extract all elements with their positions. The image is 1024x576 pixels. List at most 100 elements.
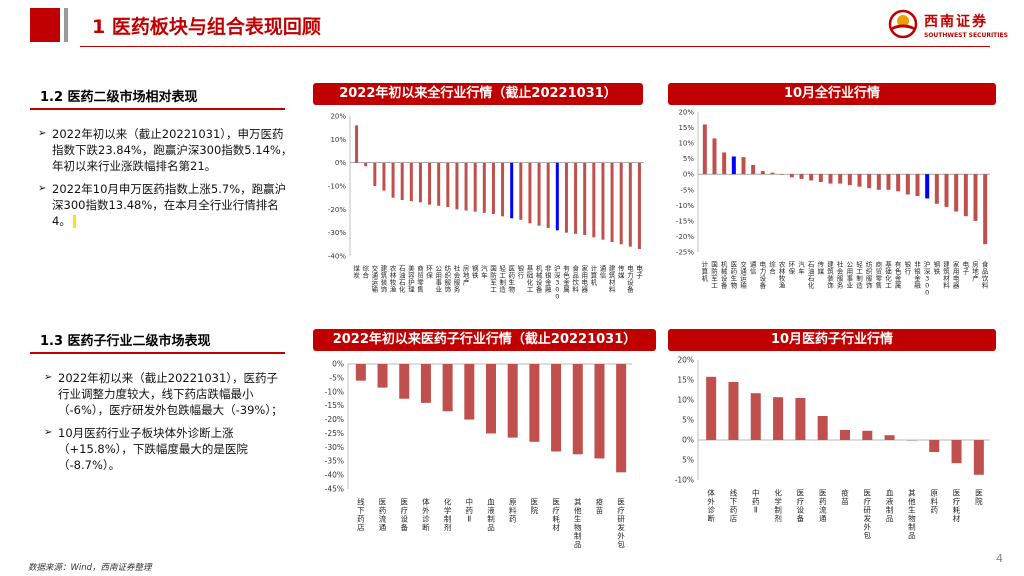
category-label: 沪深 3 0 0 xyxy=(924,260,931,297)
bar xyxy=(809,174,814,181)
bar xyxy=(437,162,441,206)
bar xyxy=(741,157,746,175)
bar xyxy=(628,162,632,247)
bar xyxy=(564,162,568,233)
section-underline-market xyxy=(30,108,285,110)
y-tick-label: -10% xyxy=(328,183,346,191)
bar xyxy=(619,162,623,245)
category-label: 中药 Ⅱ xyxy=(466,497,474,524)
category-label: 建筑材料 xyxy=(943,260,950,290)
page-number: 4 xyxy=(996,552,1003,565)
category-label: 医药生物 xyxy=(731,261,738,290)
bullet-item: ➢ 2022年10月申万医药指数上涨5.7%，跑赢沪深300指数13.48%，在… xyxy=(38,181,294,229)
category-label: 食品饮料 xyxy=(572,264,579,294)
bar xyxy=(519,162,523,220)
category-label: 食品饮料 xyxy=(982,260,989,290)
y-tick-label: -35% xyxy=(325,457,344,466)
bar xyxy=(551,364,562,452)
category-label: 国防军工 xyxy=(711,261,718,290)
bar xyxy=(364,162,368,167)
company-logo: 西南证券 SOUTHWEST SECURITIES xyxy=(888,8,1008,44)
category-label: 线下药店 xyxy=(730,488,738,524)
bar xyxy=(857,174,862,187)
category-label: 疫苗 xyxy=(841,488,849,507)
category-label: 医药生物 xyxy=(508,265,515,294)
y-tick-label: -15% xyxy=(676,217,694,225)
bar xyxy=(583,162,587,235)
category-label: 非银金融 xyxy=(545,264,552,294)
category-label: 体外诊断 xyxy=(707,488,715,524)
bar xyxy=(428,162,432,205)
category-label: 家用电器 xyxy=(953,260,960,290)
category-label: 社会服务 xyxy=(454,264,461,294)
bar xyxy=(722,152,727,175)
bar xyxy=(610,162,614,242)
category-label: 公用事业 xyxy=(847,261,854,290)
bar xyxy=(546,162,550,228)
bar xyxy=(896,174,901,192)
bar xyxy=(391,162,395,198)
chart-oct-pharma-subsectors: 20% 15% 10% 5% 0% 5% -10% 体外诊断 线下药店 中药 Ⅱ 化学制剂 医疗设备 医药… xyxy=(675,356,990,541)
bar xyxy=(963,174,968,217)
arrow-bullet-icon: ➢ xyxy=(38,128,47,139)
y-tick-label: -20% xyxy=(676,233,694,241)
bar xyxy=(773,397,784,440)
bar xyxy=(751,164,756,175)
category-label: 钢铁 xyxy=(472,265,479,280)
bar xyxy=(760,171,765,175)
category-label: 煤炭 xyxy=(353,264,360,280)
bar xyxy=(750,393,761,440)
y-tick-label: 10% xyxy=(677,396,694,405)
category-label: 血液制品 xyxy=(886,488,894,524)
bar xyxy=(770,172,775,175)
chart-title-oct-sub: 10月医药子行业行情 xyxy=(668,329,996,351)
bar xyxy=(731,156,736,175)
category-label: 有色金属 xyxy=(563,264,570,294)
bar xyxy=(973,174,978,221)
category-label: 社会服务 xyxy=(837,260,844,290)
logo-name-cn: 西南证券 xyxy=(924,14,988,30)
chart-ytd-pharma-subsectors: 0% -5% -10% -15% -20% -25% -30% -35% -40% -45% 线下药… xyxy=(325,360,632,550)
bar xyxy=(702,124,707,175)
category-label: 其他生物制品 xyxy=(908,489,916,541)
category-label: 有色金属 xyxy=(895,260,902,290)
y-tick-label: -25% xyxy=(676,249,694,257)
y-tick-label: -20% xyxy=(328,206,346,214)
category-label: 其他生物制品 xyxy=(574,498,582,550)
bullet-text: 2022年初以来（截止20221031），申万医药指数下跌23.84%，跑赢沪深… xyxy=(52,127,293,173)
bullet-list-market: ➢ 2022年初以来（截止20221031），申万医药指数下跌23.84%，跑赢… xyxy=(38,126,294,236)
y-tick-label: -20% xyxy=(325,415,344,424)
title-divider xyxy=(80,46,990,47)
category-label: 化学制剂 xyxy=(444,497,452,533)
category-label: 房地产 xyxy=(463,264,470,287)
y-tick-label: 10% xyxy=(678,140,694,148)
bar xyxy=(616,364,627,473)
category-label: 建筑材料 xyxy=(609,264,616,294)
bar xyxy=(847,174,852,186)
bar xyxy=(529,364,540,442)
category-label: 纺织服饰 xyxy=(866,260,873,290)
bar xyxy=(486,364,496,434)
y-tick-label: -30% xyxy=(328,229,346,237)
category-label: 纺织服饰 xyxy=(445,264,452,294)
bullet-text: 10月医药行业子板块体外诊断上涨（+15.8%），下跌幅度最大的是医院（-8.7… xyxy=(58,426,248,472)
chart-title-ytd-all: 2022年初以来全行业行情（截止20221031） xyxy=(313,83,643,105)
y-tick-label: -10% xyxy=(325,387,344,396)
y-tick-label: 20% xyxy=(678,109,694,117)
category-label: 银行 xyxy=(518,264,525,280)
category-label: 医院 xyxy=(975,489,983,507)
category-label: 电力设备 xyxy=(627,264,634,294)
y-tick-label: 20% xyxy=(330,113,346,121)
category-label: 医疗设备 xyxy=(400,498,408,533)
bar xyxy=(482,162,486,213)
category-label: 医疗耗材 xyxy=(953,489,961,524)
bar xyxy=(507,364,518,438)
bar xyxy=(592,162,596,238)
category-label: 电子 xyxy=(636,264,643,280)
category-label: 医疗设备 xyxy=(797,489,805,524)
y-tick-label: 15% xyxy=(678,124,694,132)
bar xyxy=(951,440,962,464)
bar xyxy=(473,162,477,212)
bar xyxy=(574,162,578,234)
category-label: 轻工制造 xyxy=(499,264,506,294)
